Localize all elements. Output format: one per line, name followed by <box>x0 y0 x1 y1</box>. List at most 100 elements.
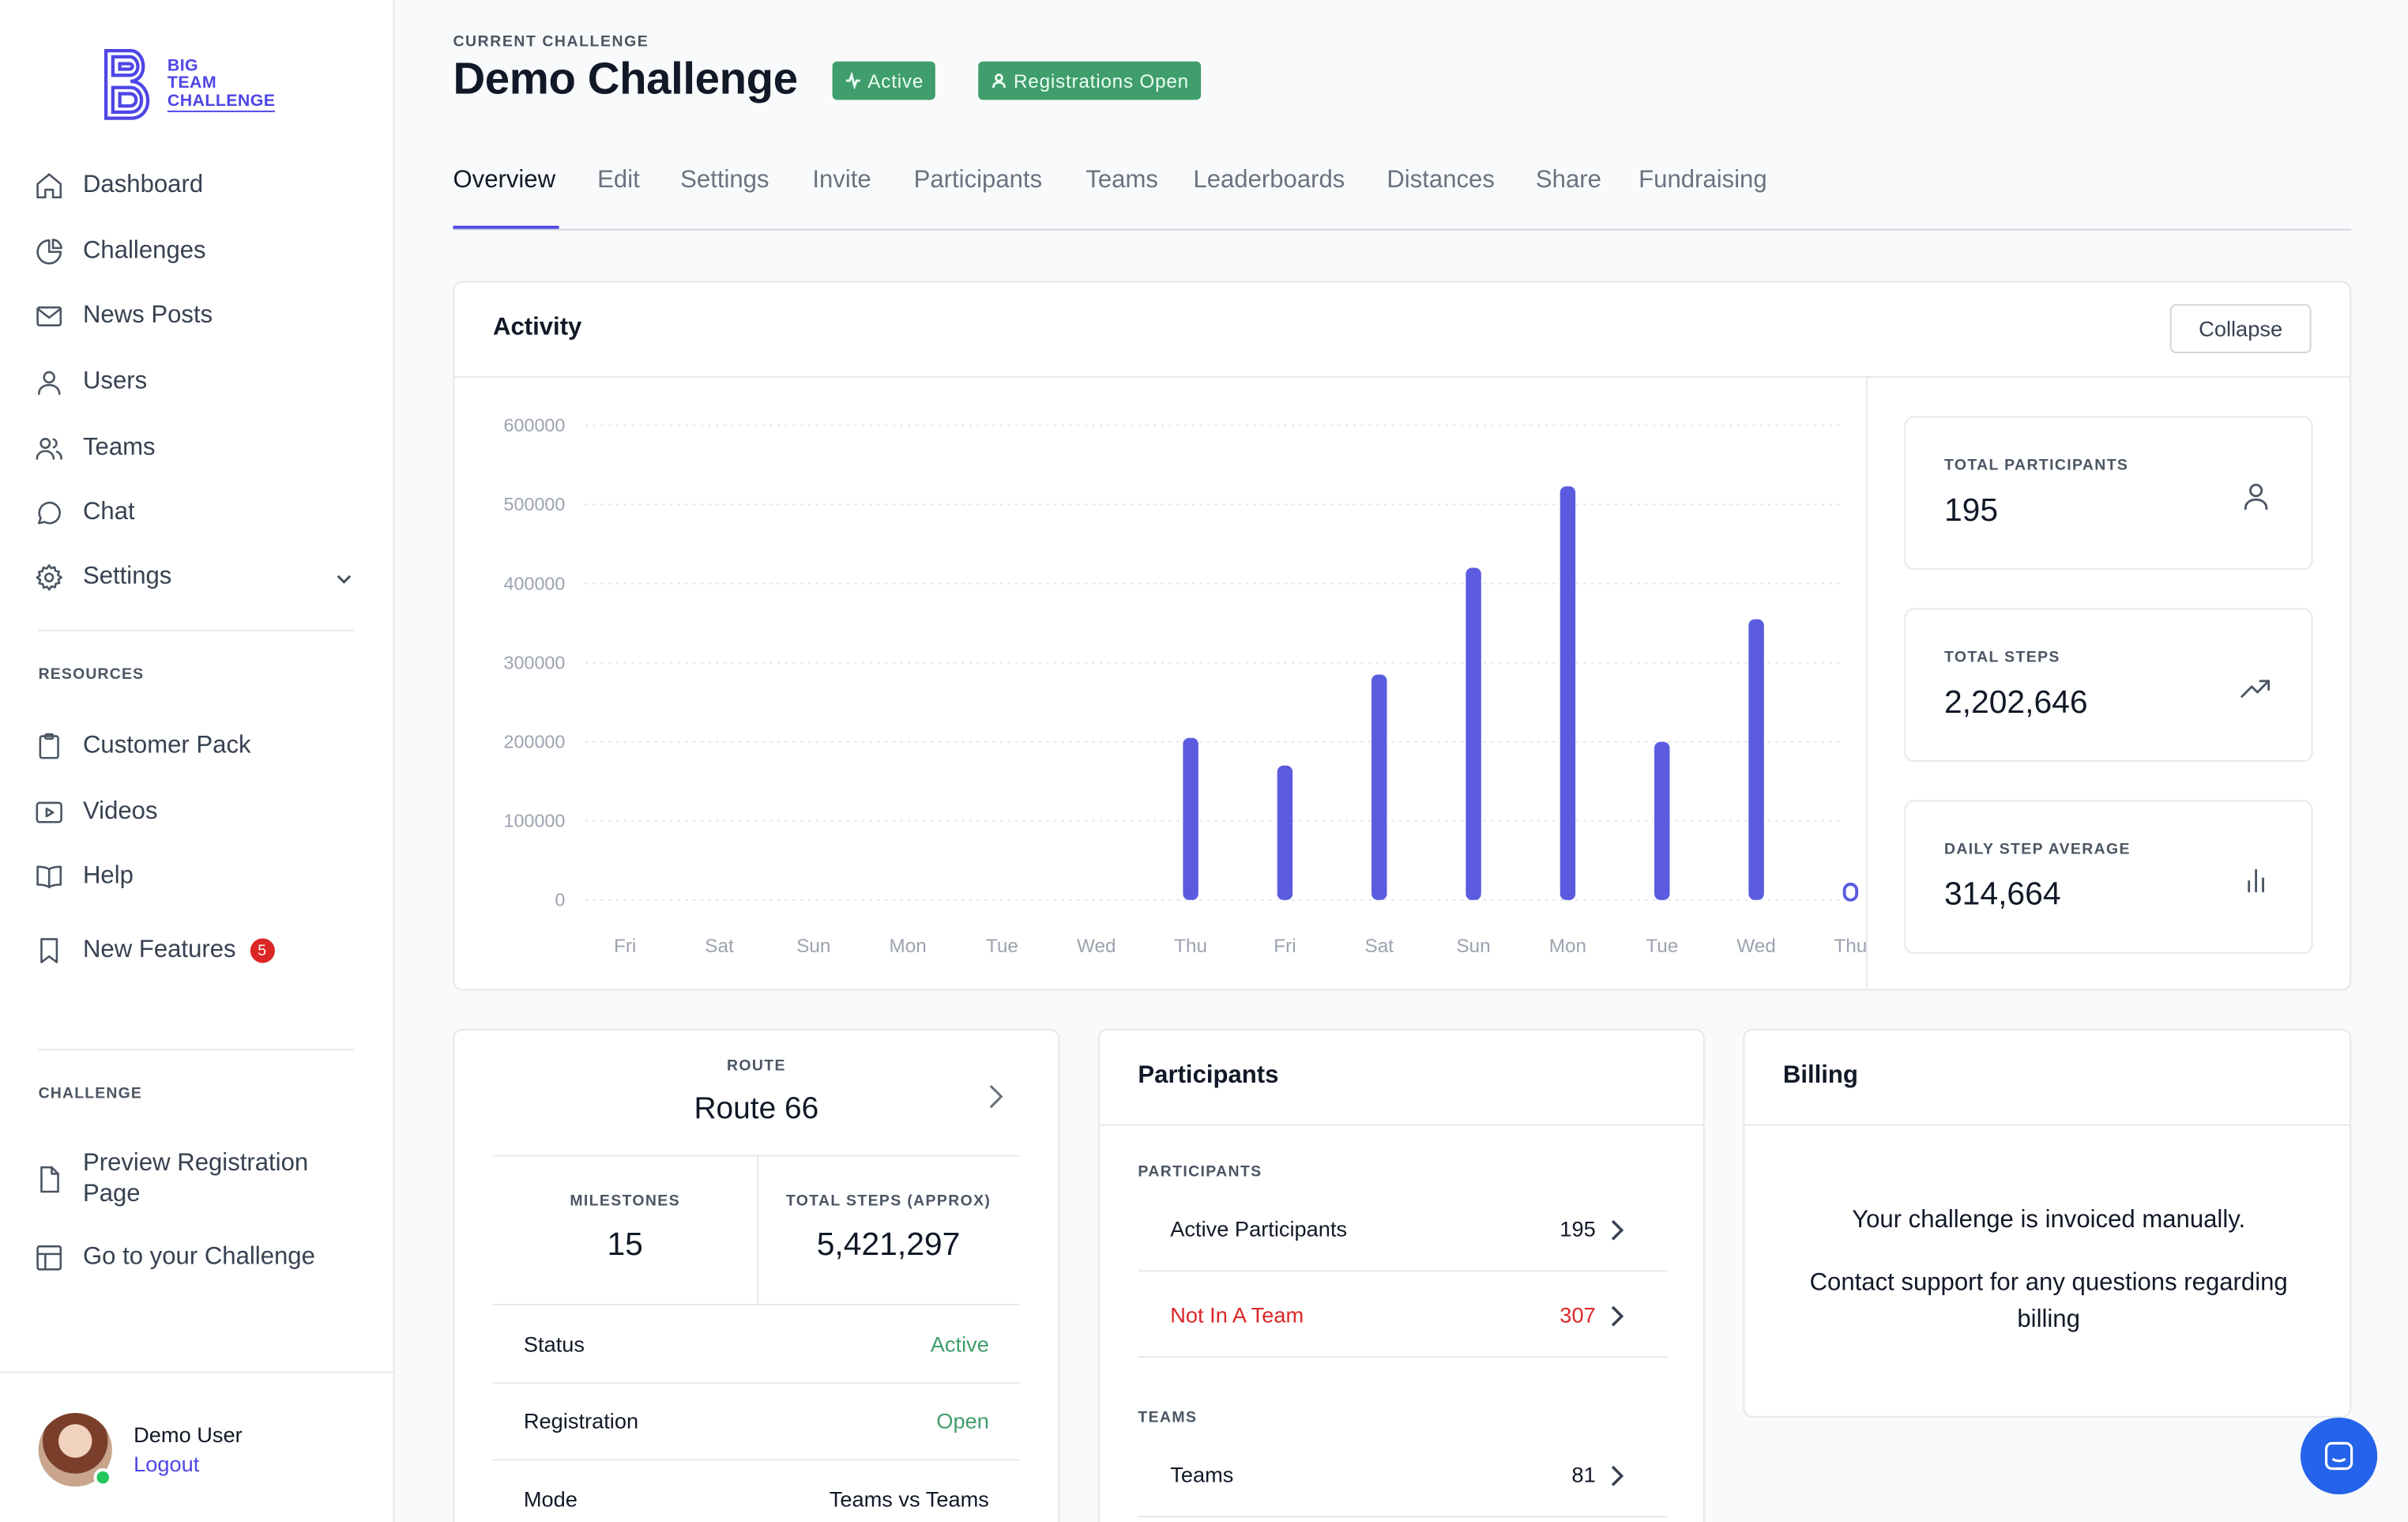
chevron-right-icon[interactable] <box>983 1079 1007 1113</box>
list-item-value: 307 <box>1560 1302 1596 1328</box>
trending-up-icon <box>2241 680 2271 698</box>
chart-bar[interactable] <box>1560 486 1576 900</box>
user-icon <box>2244 484 2268 510</box>
sidebar-item-label: Dashboard <box>82 171 204 198</box>
bar-chart-icon <box>2248 868 2264 893</box>
sidebar-item-label: Help <box>82 863 134 890</box>
tab-overview[interactable]: Overview <box>453 167 556 194</box>
sidebar-item-label: Users <box>82 368 148 395</box>
y-tick-label: 600000 <box>504 415 566 435</box>
chat-bubble-icon <box>34 498 65 529</box>
participants-card: Participants PARTICIPANTS Active Partici… <box>1097 1029 1705 1522</box>
chart-bar[interactable] <box>1371 674 1387 900</box>
stat-value: 195 <box>1943 492 1999 529</box>
logout-link[interactable]: Logout <box>134 1451 200 1476</box>
mode-value: Teams vs Teams <box>829 1486 989 1512</box>
user-name: Demo User <box>134 1422 243 1447</box>
tab-fundraising[interactable]: Fundraising <box>1639 167 1767 194</box>
sidebar-item-label: Go to your Challenge <box>82 1244 315 1271</box>
x-tick-label: Tue <box>1646 936 1678 957</box>
gear-icon <box>34 562 65 593</box>
status-value: Active <box>930 1332 989 1357</box>
support-chat-button[interactable] <box>2300 1417 2378 1495</box>
stat-label: TOTAL PARTICIPANTS <box>1943 458 2129 475</box>
chart-bar[interactable] <box>1183 737 1198 900</box>
sidebar-item-settings[interactable]: Settings <box>34 559 172 596</box>
sidebar-item-teams[interactable]: Teams <box>34 430 156 467</box>
new-features-count-badge: 5 <box>250 938 275 963</box>
stat-card-total-steps: TOTAL STEPS 2,202,646 <box>1904 608 2313 762</box>
sidebar-item-customer-pack[interactable]: Customer Pack <box>34 728 251 765</box>
route-divider <box>492 1304 1020 1305</box>
tab-participants[interactable]: Participants <box>913 167 1043 194</box>
list-item-active-participants[interactable]: Active Participants 195 <box>1138 1185 1669 1272</box>
list-item-label: Active Participants <box>1170 1216 1348 1241</box>
users-icon <box>34 433 65 464</box>
sidebar-item-new-features[interactable]: New Features 5 <box>34 932 275 970</box>
sidebar-item-go-to-challenge[interactable]: Go to your Challenge <box>34 1239 315 1276</box>
route-card[interactable]: ROUTE Route 66 MILESTONES 15 TOTAL STEPS… <box>453 1029 1060 1522</box>
y-tick-label: 300000 <box>504 652 566 672</box>
x-tick-label: Sat <box>705 936 734 957</box>
sidebar: BIG TEAM CHALLENGE Dashboard Challenges … <box>0 0 395 1522</box>
sidebar-item-videos[interactable]: Videos <box>34 794 158 831</box>
user-panel: Demo User Logout <box>0 1371 393 1522</box>
sidebar-item-label: News Posts <box>82 302 213 329</box>
tab-distances[interactable]: Distances <box>1386 167 1495 194</box>
sidebar-item-news-posts[interactable]: News Posts <box>34 298 213 335</box>
activity-title: Activity <box>492 315 582 341</box>
y-tick-label: 400000 <box>504 573 566 593</box>
tab-edit[interactable]: Edit <box>597 167 640 194</box>
sidebar-item-chat[interactable]: Chat <box>34 495 135 532</box>
milestones-value: 15 <box>607 1226 643 1263</box>
tab-invite[interactable]: Invite <box>812 167 871 194</box>
stat-value: 314,664 <box>1943 876 2061 913</box>
sidebar-item-help[interactable]: Help <box>34 858 134 895</box>
stat-card-daily-average: DAILY STEP AVERAGE 314,664 <box>1904 800 2313 954</box>
stat-value: 2,202,646 <box>1943 684 2088 721</box>
tab-settings[interactable]: Settings <box>680 167 769 194</box>
pie-chart-icon <box>34 236 65 267</box>
x-tick-label: Sat <box>1365 936 1394 957</box>
preview-registration-line-2: Page <box>82 1181 141 1207</box>
sidebar-item-users[interactable]: Users <box>34 364 147 401</box>
chart-bar[interactable] <box>1748 619 1764 900</box>
bookmark-icon <box>34 936 65 966</box>
collapse-button[interactable]: Collapse <box>2169 303 2312 354</box>
participants-section-label: PARTICIPANTS <box>1138 1164 1262 1181</box>
chart-bar[interactable] <box>1465 567 1481 900</box>
home-icon <box>34 171 65 202</box>
total-steps-label: TOTAL STEPS (APPROX) <box>785 1193 991 1211</box>
sidebar-item-challenges[interactable]: Challenges <box>34 233 206 270</box>
list-item-teams[interactable]: Teams 81 <box>1138 1431 1669 1518</box>
sidebar-item-label: Teams <box>82 435 156 461</box>
tab-leaderboards[interactable]: Leaderboards <box>1193 167 1345 194</box>
tab-teams[interactable]: Teams <box>1085 167 1158 194</box>
milestones-label: MILESTONES <box>570 1193 680 1211</box>
tab-share[interactable]: Share <box>1535 167 1601 194</box>
chart-bar[interactable] <box>1842 882 1859 902</box>
route-divider <box>757 1156 759 1305</box>
billing-title: Billing <box>1782 1062 1858 1089</box>
active-tab-indicator <box>453 225 559 229</box>
brand-wordmark: BIG TEAM CHALLENGE <box>167 56 276 112</box>
sidebar-item-label: Settings <box>82 563 172 590</box>
route-divider <box>492 1382 1020 1384</box>
list-item-not-in-a-team[interactable]: Not In A Team 307 <box>1138 1271 1669 1358</box>
sidebar-divider <box>38 1049 356 1051</box>
chart-bar[interactable] <box>1277 765 1293 900</box>
participants-title: Participants <box>1138 1062 1279 1089</box>
registration-badge-label: Registrations Open <box>1013 70 1189 92</box>
chevron-down-icon[interactable] <box>335 570 353 588</box>
chevron-right-icon <box>1611 1465 1624 1486</box>
brand-logo[interactable]: BIG TEAM CHALLENGE <box>101 46 276 122</box>
sidebar-item-preview-registration[interactable]: Preview Registration Page <box>34 1149 308 1211</box>
list-item-value: 195 <box>1560 1216 1596 1241</box>
brand-line-1: BIG <box>167 56 199 75</box>
sidebar-item-label: Customer Pack <box>82 733 251 759</box>
chart-bar[interactable] <box>1654 741 1670 900</box>
y-tick-label: 0 <box>555 890 565 910</box>
stat-label: TOTAL STEPS <box>1943 650 2060 667</box>
status-badge: Active <box>832 61 936 100</box>
sidebar-item-dashboard[interactable]: Dashboard <box>34 168 203 205</box>
